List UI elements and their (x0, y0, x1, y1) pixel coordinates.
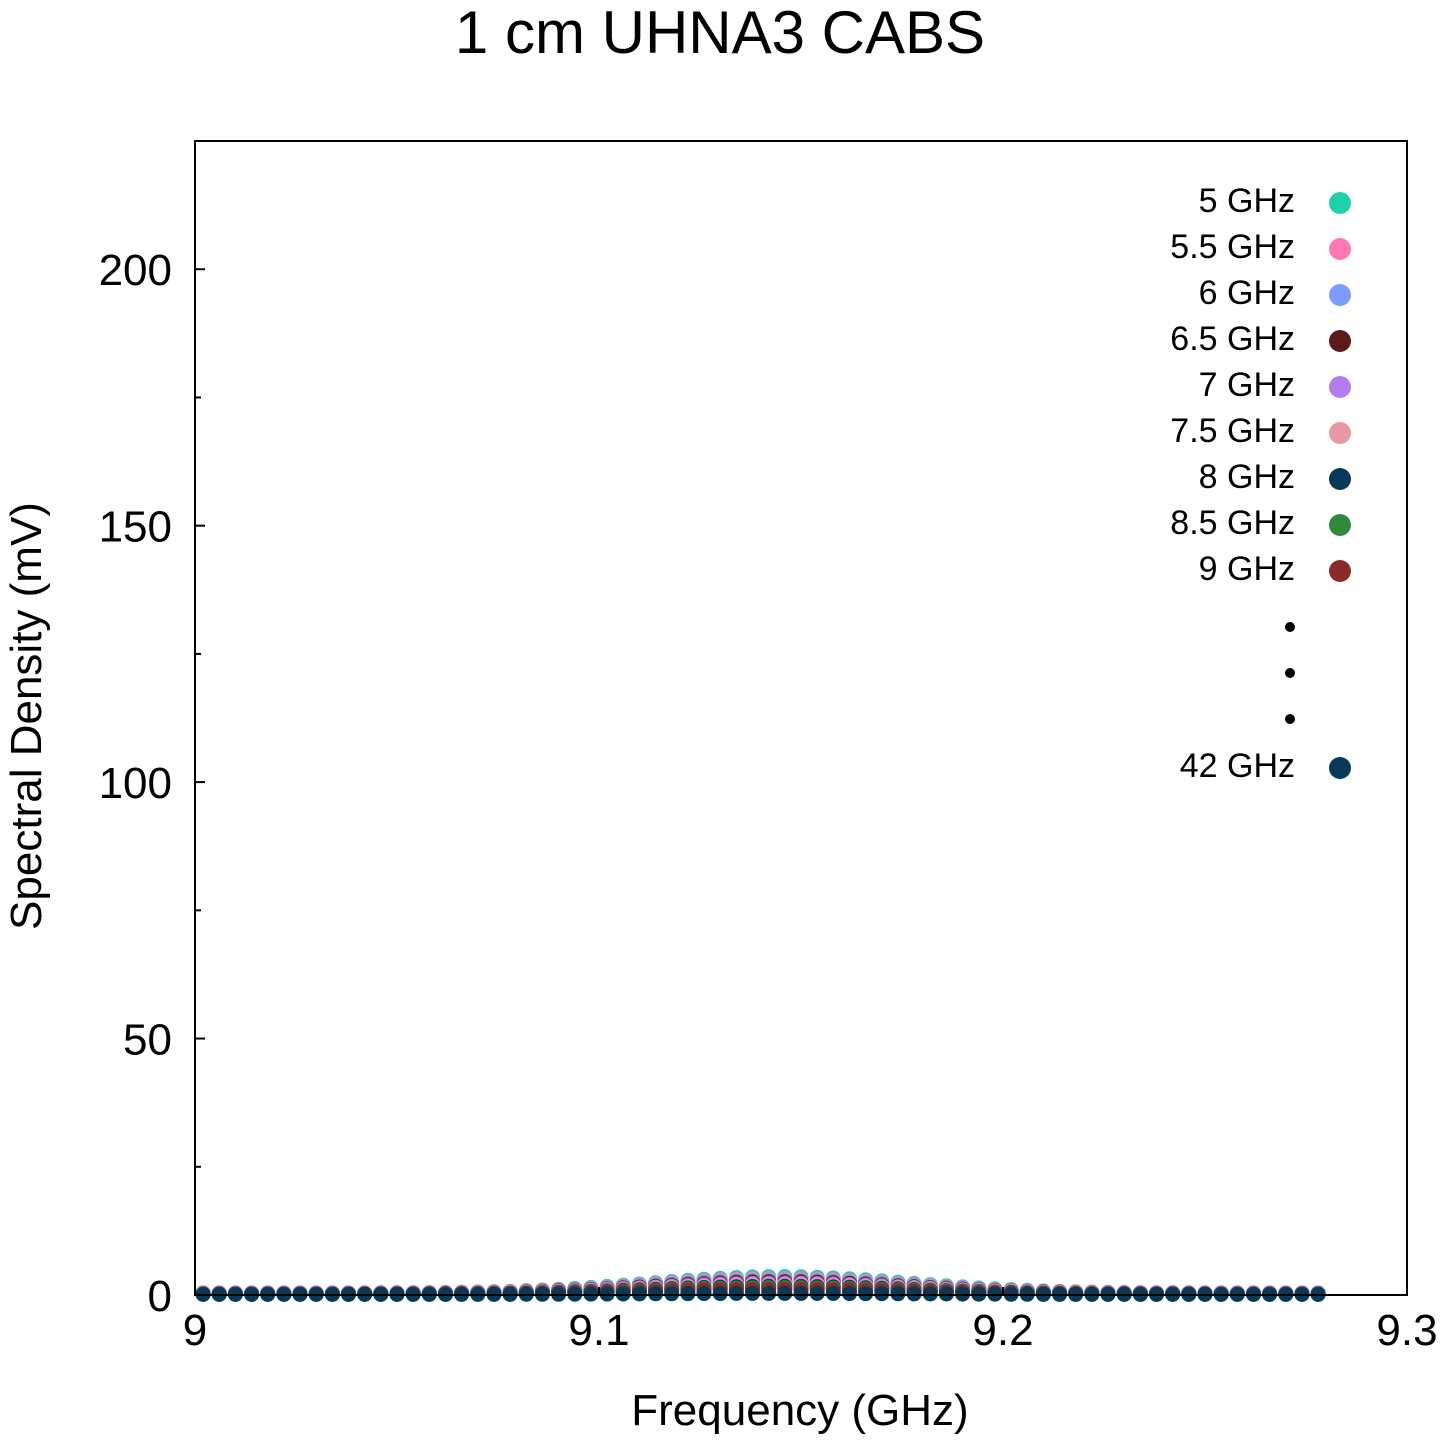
legend-label: 5 GHz (1199, 182, 1295, 220)
data-point (712, 1286, 728, 1302)
legend-marker (1329, 330, 1351, 352)
legend-marker (1329, 284, 1351, 306)
legend-marker (1329, 514, 1351, 536)
data-point (842, 1286, 857, 1302)
data-point (648, 1286, 664, 1302)
legend-marker (1329, 238, 1351, 260)
data-point (809, 1286, 825, 1301)
legend-label: 6.5 GHz (1170, 320, 1295, 358)
legend-ellipsis-dot (1285, 668, 1295, 678)
y-tick-label: 0 (148, 1272, 172, 1321)
legend-marker (1329, 468, 1351, 490)
x-tick-label: 9.1 (568, 1306, 629, 1355)
x-tick-label: 9 (183, 1306, 207, 1355)
legend-marker (1329, 376, 1351, 398)
legend-label: 9 GHz (1199, 550, 1295, 588)
data-point (745, 1286, 760, 1301)
legend-marker (1329, 422, 1351, 444)
data-point (890, 1286, 906, 1302)
y-tick-label: 100 (99, 759, 172, 808)
legend-ellipsis-dot (1285, 714, 1295, 724)
data-point (906, 1286, 922, 1302)
legend-marker (1329, 757, 1351, 779)
legend-marker (1329, 192, 1351, 214)
data-point (728, 1286, 744, 1301)
legend-label: 8 GHz (1199, 458, 1295, 496)
legend-label: 8.5 GHz (1170, 504, 1295, 542)
legend-ellipsis-dot (1285, 622, 1295, 632)
axis-ticks: 9 9.1 9.2 9.3 0 50 100 150 200 (99, 246, 1438, 1355)
data-point (631, 1286, 647, 1302)
y-tick-label: 50 (123, 1016, 172, 1065)
y-tick-label: 150 (99, 503, 172, 552)
x-tick-label: 9.3 (1376, 1306, 1437, 1355)
data-point (777, 1286, 793, 1301)
y-tick-label: 200 (99, 246, 172, 295)
legend: 5 GHz 5.5 GHz 6 GHz 6.5 GHz 7 GHz 7.5 GHz 8 GH… (1170, 182, 1351, 785)
legend-marker (1329, 560, 1351, 582)
plot-frame (194, 140, 1408, 1296)
legend-label: 5.5 GHz (1170, 228, 1295, 266)
data-point (858, 1286, 874, 1302)
legend-label: 7 GHz (1199, 366, 1295, 404)
data-point (825, 1286, 841, 1301)
legend-label: 6 GHz (1199, 274, 1295, 312)
data-point (680, 1286, 696, 1302)
y-axis-label: Spectral Density (mV) (2, 502, 51, 930)
x-tick-label: 9.2 (972, 1306, 1033, 1355)
data-point (696, 1286, 712, 1302)
data-point (664, 1286, 680, 1302)
x-axis-label: Frequency (GHz) (631, 1386, 968, 1435)
data-point (874, 1286, 890, 1302)
data-point (793, 1286, 809, 1301)
chart-title: 1 cm UHNA3 CABS (455, 0, 985, 66)
legend-label: 7.5 GHz (1170, 412, 1295, 450)
legend-label: 42 GHz (1180, 747, 1295, 785)
plot-layer (195, 1269, 1326, 1302)
data-point (761, 1286, 777, 1301)
